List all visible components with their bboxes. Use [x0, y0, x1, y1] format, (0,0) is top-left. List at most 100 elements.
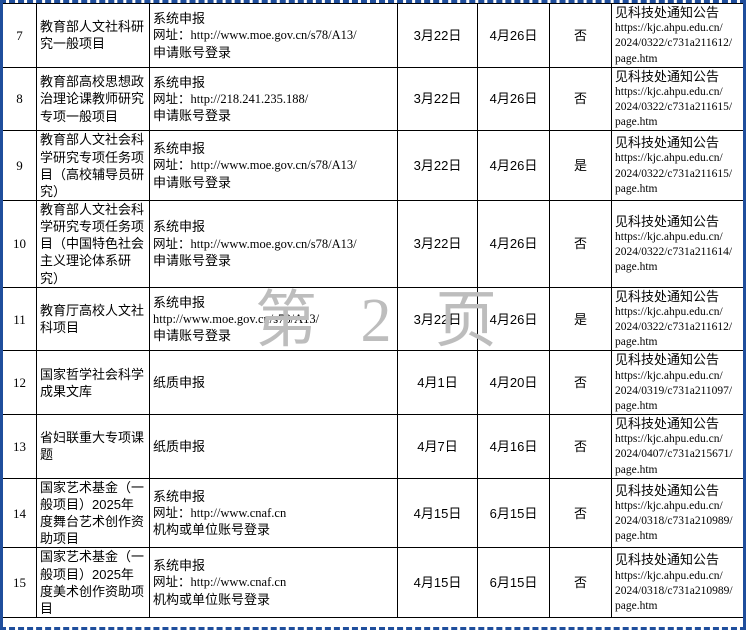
application-method-line: 系统申报	[153, 141, 206, 157]
notice-line: https://kjc.ahpu.edu.cn/	[615, 369, 723, 382]
notice-line: https://kjc.ahpu.edu.cn/	[615, 230, 723, 243]
cell-deadline-date[interactable]: 4月26日	[477, 286, 550, 352]
notice-line: 见科技处通知公告	[615, 135, 720, 151]
table-row[interactable]: 11 教育厅高校人文社科项目 系统申报 http://www.moe.gov.cn/s…	[2, 286, 745, 352]
notice-line: page.htm	[615, 52, 658, 65]
table-row[interactable]: 10 教育部人文社会科学研究专项任务项目（中国特色社会主义理论体系研究） 系统申报网…	[2, 199, 745, 288]
notice-line: 2024/0322/c731a211615/	[615, 167, 733, 180]
cell-sequence-number[interactable]: 14	[2, 477, 37, 549]
cell-sequence-number[interactable]: 8	[2, 66, 37, 132]
table-row[interactable]: 12 国家哲学社会科学成果文库 纸质申报 4月1日 4月20日否见科技处通知公告 http…	[2, 350, 745, 416]
cell-notice-link[interactable]: 见科技处通知公告 https://kjc.ahpu.edu.cn/2024/032…	[611, 199, 745, 288]
cell-application-method[interactable]: 系统申报 网址：http://www.cnaf.cn 机构或单位账号登录	[149, 477, 398, 549]
notice-line: 见科技处通知公告	[615, 352, 720, 368]
cell-project-name[interactable]: 国家哲学社会科学成果文库	[36, 350, 150, 416]
cell-application-method[interactable]: 系统申报 网址：http://www.moe.gov.cn/s78/A13/申请账…	[149, 130, 398, 201]
cell-start-date[interactable]: 3月22日	[397, 66, 478, 132]
cell-quota-limited[interactable]: 是	[549, 286, 612, 352]
notice-line: 2024/0322/c731a211612/	[615, 321, 733, 334]
cell-project-name[interactable]: 国家艺术基金（一般项目）2025年度美术创作资助项目	[36, 547, 150, 619]
application-method-line: 网址：http://www.moe.gov.cn/s78/A13/	[153, 236, 357, 251]
notice-line: 2024/0318/c731a210989/	[615, 584, 733, 597]
cell-sequence-number[interactable]: 15	[2, 547, 37, 619]
cell-quota-limited[interactable]: 否	[549, 350, 612, 416]
cell-notice-link[interactable]: 见科技处通知公告 https://kjc.ahpu.edu.cn/2024/040…	[611, 414, 745, 479]
cell-project-name[interactable]: 教育部人文社会科学研究专项任务项目（高校辅导员研究）	[36, 130, 150, 201]
cell-sequence-number[interactable]: 9	[2, 130, 37, 201]
cell-notice-link[interactable]: 见科技处通知公告 https://kjc.ahpu.edu.cn/2024/032…	[611, 286, 745, 352]
cell-quota-limited[interactable]: 否	[549, 66, 612, 132]
table-row[interactable]: 15 国家艺术基金（一般项目）2025年度美术创作资助项目 系统申报 网址：http:…	[2, 547, 745, 619]
cell-deadline-date[interactable]: 6月15日	[477, 547, 550, 619]
notice-line: 2024/0407/c731a215671/	[615, 448, 733, 461]
cell-project-name[interactable]: 教育部人文社科研究一般项目	[36, 3, 150, 68]
notice-line: page.htm	[615, 599, 658, 612]
cell-deadline-date[interactable]: 4月26日	[477, 199, 550, 288]
cell-quota-limited[interactable]: 否	[549, 199, 612, 288]
application-method-line: 网址：http://www.cnaf.cn	[153, 575, 287, 590]
cell-start-date[interactable]: 3月22日	[397, 3, 478, 68]
application-method-line: 网址：http://www.cnaf.cn	[153, 505, 287, 520]
notice-line: 见科技处通知公告	[615, 416, 720, 432]
cell-project-name[interactable]: 教育部高校思想政治理论课教师研究专项一般项目	[36, 66, 150, 132]
cell-sequence-number[interactable]: 7	[2, 3, 37, 68]
cell-deadline-date[interactable]: 4月26日	[477, 130, 550, 201]
cell-application-method[interactable]: 系统申报 网址：http://www.moe.gov.cn/s78/A13/申请账…	[149, 199, 398, 288]
cell-application-method[interactable]: 系统申报 网址：http://www.cnaf.cn 机构或单位账号登录	[149, 547, 398, 619]
cell-project-name[interactable]: 教育部人文社会科学研究专项任务项目（中国特色社会主义理论体系研究）	[36, 199, 150, 288]
cell-deadline-date[interactable]: 4月16日	[477, 414, 550, 479]
cell-sequence-number[interactable]: 11	[2, 286, 37, 352]
table-row[interactable]: 7 教育部人文社科研究一般项目 系统申报 网址：http://www.moe.gov.…	[2, 3, 745, 68]
application-method-line: 申请账号登录	[153, 108, 232, 124]
application-method-line: 系统申报	[153, 294, 206, 310]
cell-notice-link[interactable]: 见科技处通知公告 https://kjc.ahpu.edu.cn/2024/031…	[611, 547, 745, 619]
cell-notice-link[interactable]: 见科技处通知公告 https://kjc.ahpu.edu.cn/2024/032…	[611, 130, 745, 201]
table-row[interactable]: 8 教育部高校思想政治理论课教师研究专项一般项目 系统申报 网址：http://218…	[2, 66, 745, 132]
table-row[interactable]: 14 国家艺术基金（一般项目）2025年度舞台艺术创作资助项目 系统申报 网址：htt…	[2, 477, 745, 549]
application-method-line: 申请账号登录	[153, 44, 232, 60]
cell-deadline-date[interactable]: 6月15日	[477, 477, 550, 549]
cell-start-date[interactable]: 4月15日	[397, 547, 478, 619]
notice-line: 2024/0322/c731a211615/	[615, 101, 733, 113]
cell-application-method[interactable]: 纸质申报	[149, 350, 398, 416]
cell-quota-limited[interactable]: 否	[549, 414, 612, 479]
cell-start-date[interactable]: 3月22日	[397, 199, 478, 288]
application-method-line: 机构或单位账号登录	[153, 591, 271, 607]
cell-deadline-date[interactable]: 4月26日	[477, 66, 550, 132]
cell-application-method[interactable]: 纸质申报	[149, 414, 398, 479]
notice-line: https://kjc.ahpu.edu.cn/	[615, 305, 723, 318]
cell-sequence-number[interactable]: 10	[2, 199, 37, 288]
notice-line: 见科技处通知公告	[615, 68, 720, 84]
cell-notice-link[interactable]: 见科技处通知公告 https://kjc.ahpu.edu.cn/2024/031…	[611, 477, 745, 549]
notice-line: https://kjc.ahpu.edu.cn/	[615, 152, 723, 165]
cell-start-date[interactable]: 4月15日	[397, 477, 478, 549]
cell-project-name[interactable]: 省妇联重大专项课题	[36, 414, 150, 479]
cell-quota-limited[interactable]: 否	[549, 547, 612, 619]
notice-line: page.htm	[615, 399, 658, 412]
table-row[interactable]: 9 教育部人文社会科学研究专项任务项目（高校辅导员研究） 系统申报 网址：http:/…	[2, 130, 745, 201]
page-break-line-top	[0, 0, 746, 3]
cell-quota-limited[interactable]: 否	[549, 3, 612, 68]
cell-start-date[interactable]: 4月1日	[397, 350, 478, 416]
cell-application-method[interactable]: 系统申报 http://www.moe.gov.cn/s78/A13/申请账号登录	[149, 286, 398, 352]
cell-deadline-date[interactable]: 4月26日	[477, 3, 550, 68]
cell-quota-limited[interactable]: 否	[549, 477, 612, 549]
cell-start-date[interactable]: 3月22日	[397, 286, 478, 352]
cell-start-date[interactable]: 3月22日	[397, 130, 478, 201]
cell-application-method[interactable]: 系统申报 网址：http://218.241.235.188/申请账号登录	[149, 66, 398, 132]
cell-notice-link[interactable]: 见科技处通知公告 https://kjc.ahpu.edu.cn/2024/032…	[611, 66, 745, 132]
table-row[interactable]: 13 省妇联重大专项课题 纸质申报 4月7日 4月16日否见科技处通知公告 https:/…	[2, 414, 745, 479]
application-method-line: 网址：http://www.moe.gov.cn/s78/A13/	[153, 158, 357, 173]
cell-deadline-date[interactable]: 4月20日	[477, 350, 550, 416]
cell-quota-limited[interactable]: 是	[549, 130, 612, 201]
cell-application-method[interactable]: 系统申报 网址：http://www.moe.gov.cn/s78/A13/申请账…	[149, 3, 398, 68]
application-method-line: 网址：http://www.moe.gov.cn/s78/A13/	[153, 28, 357, 43]
cell-start-date[interactable]: 4月7日	[397, 414, 478, 479]
cell-project-name[interactable]: 国家艺术基金（一般项目）2025年度舞台艺术创作资助项目	[36, 477, 150, 549]
cell-notice-link[interactable]: 见科技处通知公告 https://kjc.ahpu.edu.cn/2024/032…	[611, 3, 745, 68]
cell-sequence-number[interactable]: 13	[2, 414, 37, 479]
cell-project-name[interactable]: 教育厅高校人文社科项目	[36, 286, 150, 352]
cell-sequence-number[interactable]: 12	[2, 350, 37, 416]
cell-notice-link[interactable]: 见科技处通知公告 https://kjc.ahpu.edu.cn/2024/031…	[611, 350, 745, 416]
